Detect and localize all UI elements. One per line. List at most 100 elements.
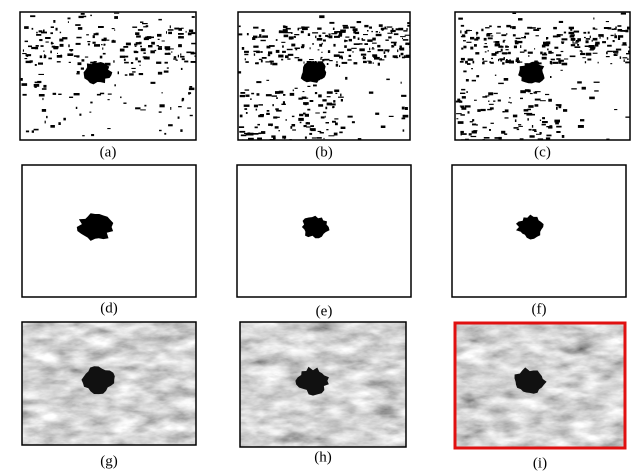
speckle — [517, 40, 523, 44]
speckle — [297, 27, 302, 29]
speckle — [244, 89, 250, 91]
speckle — [574, 46, 581, 48]
speckle — [459, 61, 464, 63]
speckle — [38, 94, 45, 97]
speckle — [111, 28, 115, 30]
speckle — [483, 45, 488, 48]
speckle — [474, 38, 479, 41]
speckle — [555, 122, 559, 125]
speckle — [168, 31, 172, 35]
speckle — [534, 98, 541, 101]
speckle — [43, 29, 45, 32]
speckle — [73, 93, 80, 96]
speckle — [156, 61, 162, 64]
panel-label: (b) — [315, 144, 333, 160]
speckle — [304, 103, 307, 106]
speckle — [534, 130, 537, 132]
speckle — [282, 50, 286, 53]
speckle — [256, 50, 260, 54]
speckle — [245, 94, 250, 97]
speckle — [114, 84, 116, 87]
speckle — [31, 27, 34, 30]
speckle — [550, 58, 555, 61]
speckle — [140, 21, 144, 23]
panel-border — [451, 164, 627, 298]
speckle — [298, 97, 303, 100]
speckle — [319, 43, 323, 47]
speckle — [326, 102, 332, 106]
speckle — [33, 128, 39, 131]
speckle — [592, 52, 598, 54]
speckle — [238, 25, 241, 28]
speckle — [542, 121, 548, 124]
speckle — [354, 31, 360, 35]
speckle — [588, 45, 595, 48]
speckle — [123, 58, 126, 61]
speckle — [285, 119, 287, 121]
speckle — [324, 58, 330, 61]
speckle — [191, 32, 196, 35]
speckle — [563, 31, 567, 34]
speckle — [317, 130, 322, 132]
speckle — [536, 27, 541, 30]
speckle — [518, 125, 523, 127]
speckle — [541, 44, 546, 48]
speckle — [460, 24, 465, 27]
speckle — [456, 118, 459, 120]
speckle — [307, 85, 311, 87]
speckle — [558, 20, 564, 23]
speckle — [124, 55, 129, 58]
speckle — [134, 43, 138, 46]
speckle — [594, 28, 598, 30]
speckle — [119, 48, 125, 52]
speckle — [298, 117, 304, 121]
speckle — [460, 30, 462, 34]
speckle — [490, 61, 494, 64]
speckle — [556, 131, 561, 133]
speckle — [626, 53, 630, 55]
speckle — [44, 120, 46, 124]
speckle — [333, 54, 340, 57]
speckle — [490, 35, 494, 37]
speckle — [86, 34, 89, 36]
speckle — [407, 43, 410, 46]
speckle — [259, 34, 262, 37]
speckle — [575, 41, 580, 43]
speckle — [371, 48, 375, 50]
speckle — [620, 30, 626, 32]
speckle — [253, 104, 258, 108]
speckle — [25, 60, 31, 64]
speckle — [329, 34, 331, 37]
speckle — [351, 47, 357, 49]
speckle — [41, 31, 47, 34]
speckle — [286, 27, 288, 30]
speckle — [529, 93, 533, 95]
speckle — [257, 123, 260, 126]
speckle — [63, 117, 66, 121]
speckle — [587, 31, 590, 34]
speckle — [380, 58, 382, 61]
speckle — [50, 32, 53, 35]
speckle — [504, 133, 508, 135]
speckle — [401, 94, 407, 97]
speckle — [22, 53, 27, 55]
speckle — [278, 90, 284, 94]
speckle — [144, 104, 147, 107]
speckle — [158, 18, 162, 21]
speckle — [320, 116, 325, 119]
speckle — [21, 83, 28, 86]
speckle — [251, 92, 255, 95]
speckle — [244, 132, 247, 134]
speckle — [570, 28, 573, 31]
speckle — [627, 26, 630, 30]
speckle — [303, 102, 309, 105]
speckle — [483, 137, 490, 139]
speckle — [494, 74, 497, 76]
speckle — [81, 59, 85, 62]
speckle — [401, 56, 406, 59]
speckle — [164, 132, 167, 135]
speckle — [353, 62, 358, 65]
speckle — [503, 39, 506, 41]
speckle — [546, 44, 549, 47]
speckle — [506, 59, 508, 61]
